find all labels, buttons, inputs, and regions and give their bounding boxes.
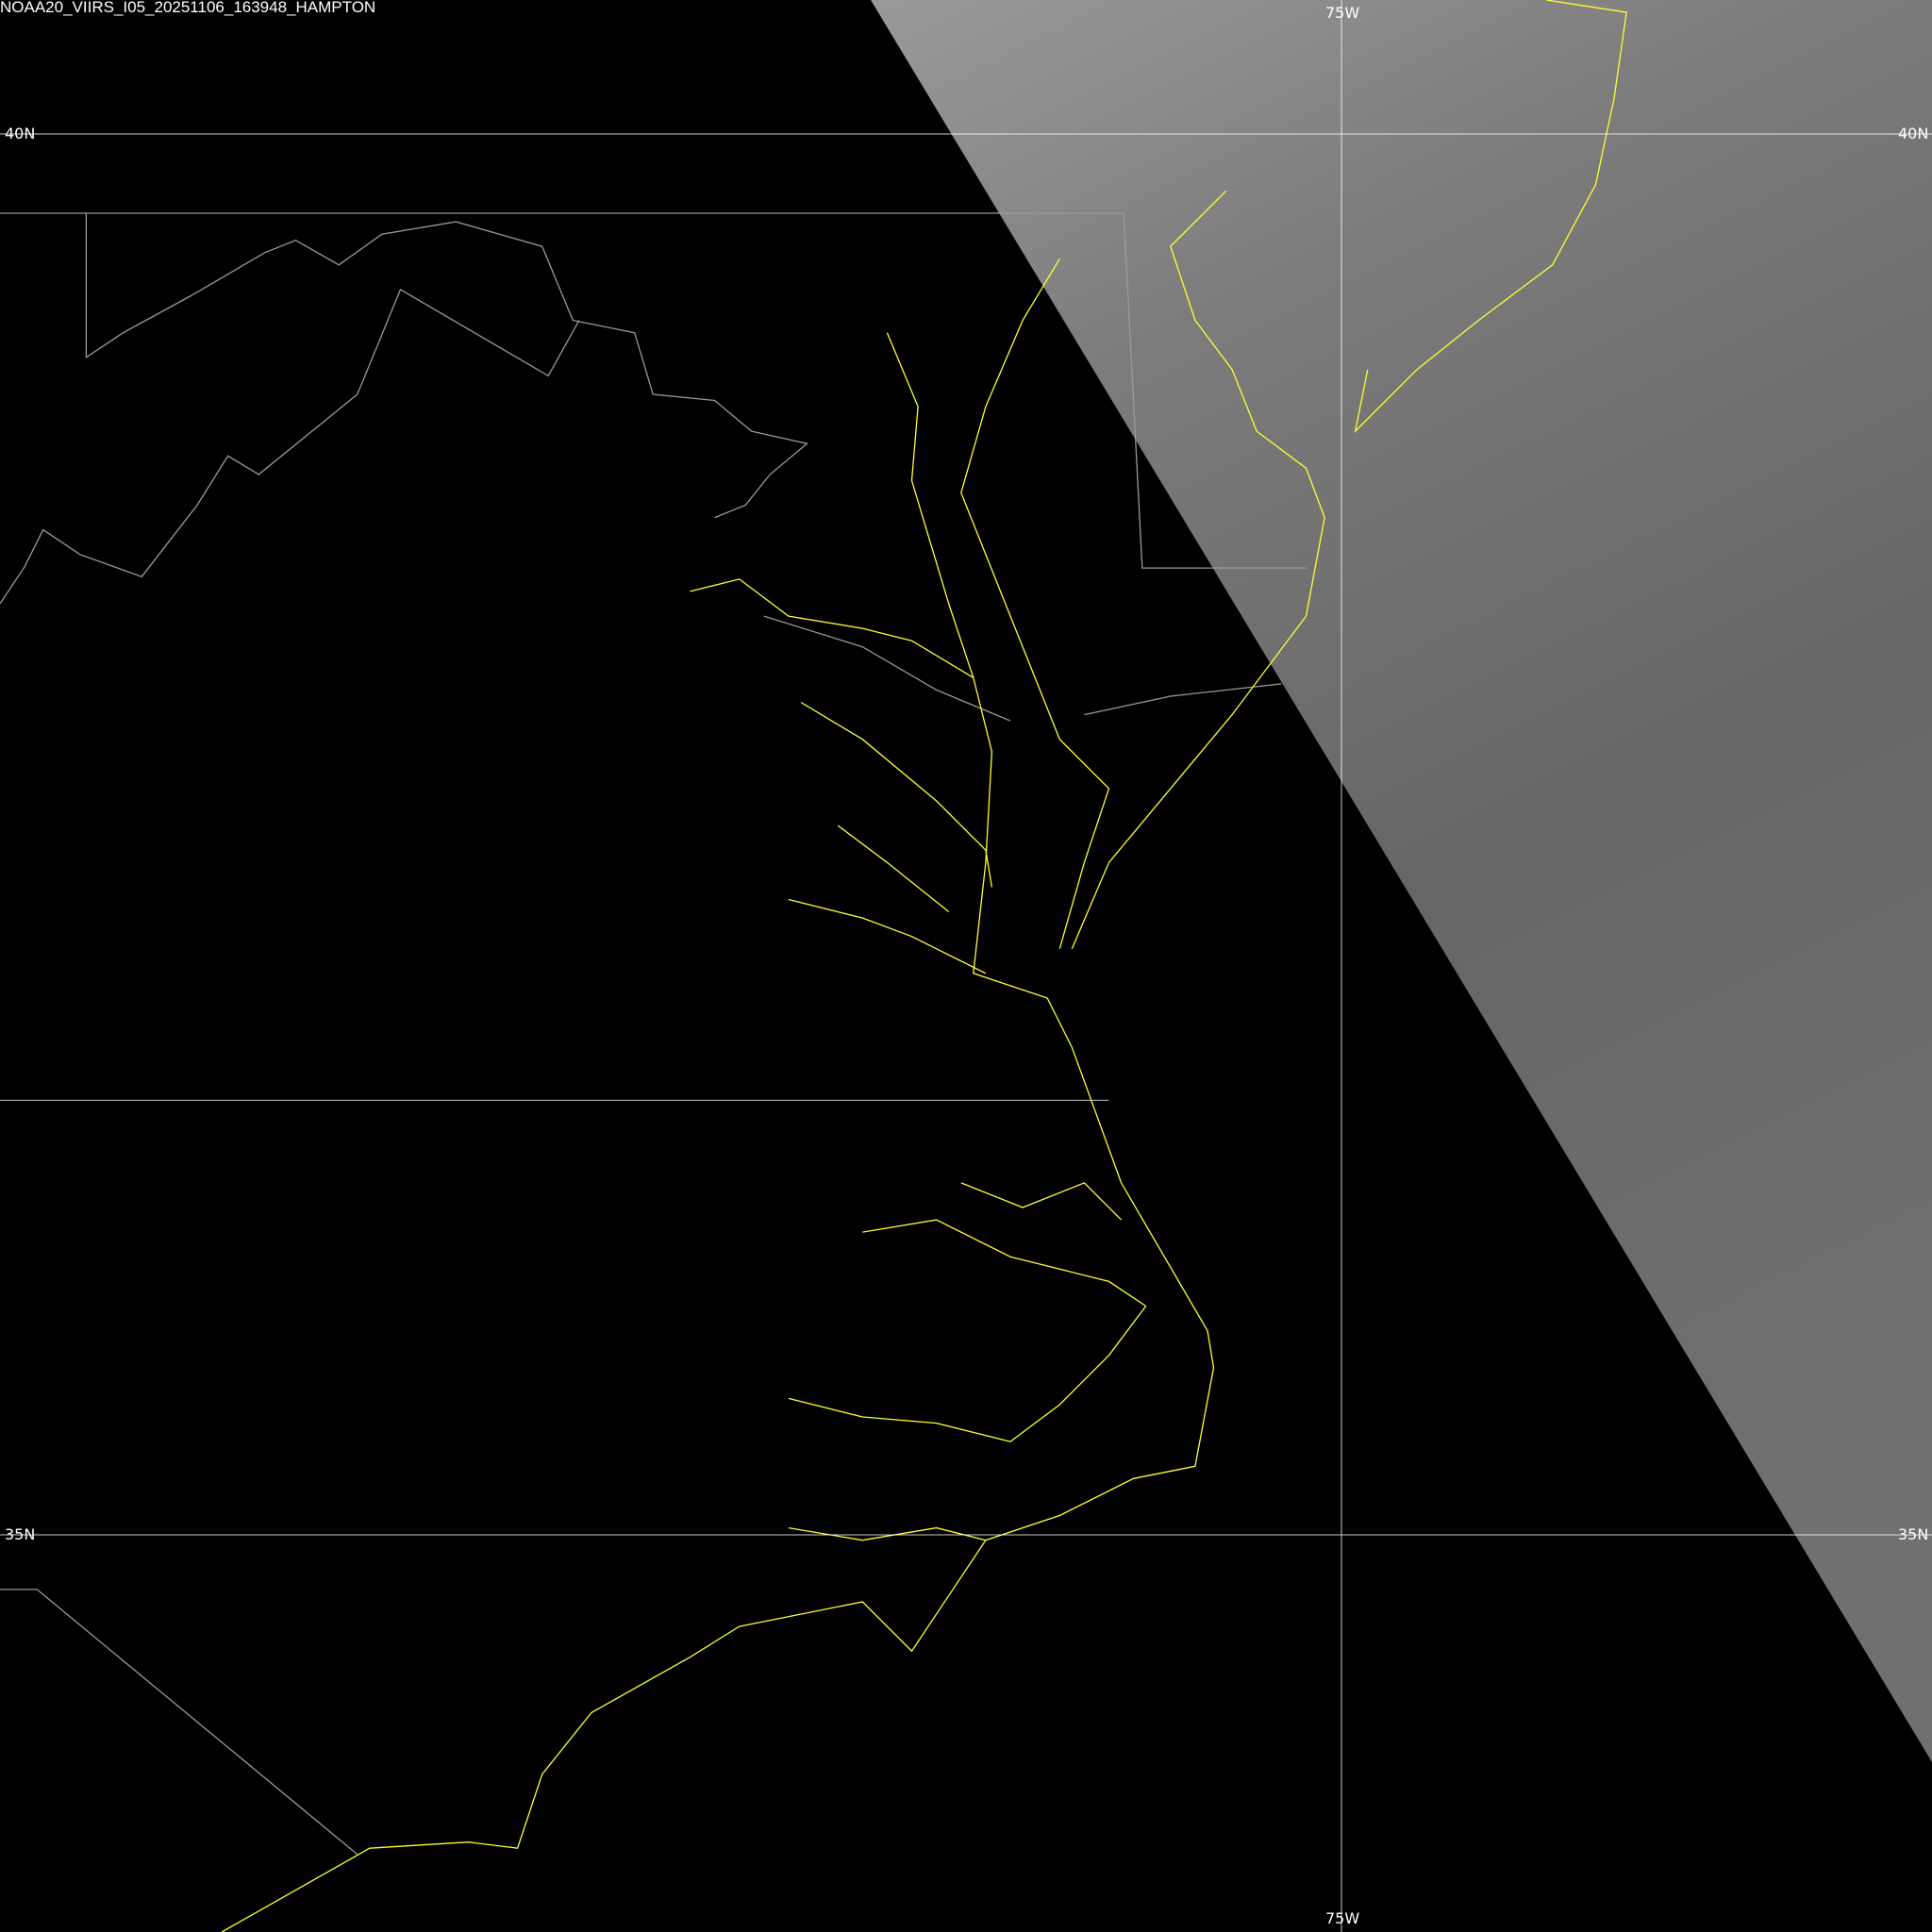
- coastline-segment: [837, 824, 950, 913]
- lat-label-40n-left: 40N: [5, 125, 36, 142]
- state-borders: [0, 212, 1307, 1856]
- coastline-segment: [788, 1526, 987, 1541]
- coastline-segment: [960, 1182, 1123, 1221]
- lon-label-75w-bottom: 75W: [1325, 1909, 1360, 1927]
- state-border: [85, 213, 808, 519]
- image-title: NOAA20_VIIRS_I05_20251106_163948_HAMPTON: [0, 0, 376, 16]
- state-border: [1084, 683, 1282, 716]
- state-border: [763, 615, 1011, 722]
- state-border: [0, 1589, 358, 1856]
- coastline-segment: [1354, 0, 1627, 434]
- state-border: [0, 288, 580, 605]
- state-border: [0, 212, 1307, 569]
- coastline-segment: [1071, 190, 1325, 949]
- satellite-swath: [871, 0, 1932, 1762]
- coastline-segment: [788, 898, 987, 974]
- lat-label-35n-left: 35N: [5, 1525, 36, 1543]
- coastline-segment: [690, 578, 974, 678]
- coastline-segment: [788, 1306, 1147, 1442]
- lat-label-35n-right: 35N: [1898, 1525, 1929, 1543]
- coastline-segment: [221, 332, 1215, 1932]
- coastline-segment: [960, 258, 1110, 949]
- coastline: [221, 0, 1627, 1932]
- lat-label-40n-right: 40N: [1898, 125, 1929, 142]
- coastline-segment: [800, 701, 993, 888]
- lon-label-75w-top: 75W: [1325, 4, 1360, 22]
- coastline-segment: [862, 1219, 1147, 1307]
